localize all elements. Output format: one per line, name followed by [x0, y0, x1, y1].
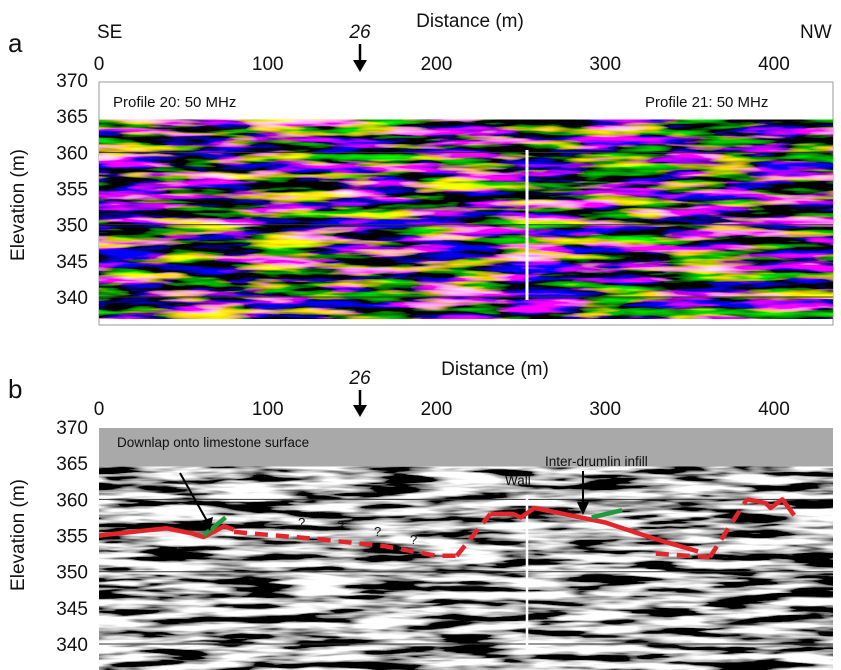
infill-arrow	[577, 471, 589, 515]
question-mark-2: ?	[337, 518, 344, 533]
interpretation-line-5	[707, 498, 749, 559]
panel-b-letter: b	[8, 374, 22, 404]
x-tick-label: 0	[94, 399, 105, 420]
interpretation-line-1	[233, 529, 457, 559]
x-tick-label: 300	[589, 54, 621, 75]
panel-a-radargram	[99, 119, 833, 319]
y-tick-label: 350	[56, 216, 88, 237]
panel-b-x-axis-title: Distance (m)	[441, 359, 549, 380]
downlap-annotation: Downlap onto limestone surface	[117, 435, 309, 450]
downlap-line-7	[202, 515, 227, 538]
interpretation-line-6	[746, 497, 796, 517]
panel-a-profile-21-label: Profile 21: 50 MHz	[645, 94, 768, 111]
y-tick-label: 345	[56, 252, 88, 273]
y-tick-label: 360	[56, 143, 88, 164]
panel-b-x-ticks: 0 100 200 300 400	[94, 399, 790, 420]
y-tick-label: 350	[56, 563, 88, 584]
interpretation-line-2	[454, 512, 493, 558]
x-tick-label: 0	[94, 54, 105, 75]
panel-b-marker-arrow	[353, 390, 367, 417]
interpretation-line-3	[490, 505, 699, 554]
panel-a-x-axis-title: Distance (m)	[416, 11, 524, 32]
x-tick-label: 400	[758, 54, 790, 75]
y-tick-label: 355	[56, 527, 88, 548]
panel-a-x-ticks: 0 100 200 300 400	[94, 54, 790, 75]
panel-b-marker-label: 26	[348, 368, 371, 389]
y-tick-label: 365	[56, 107, 88, 128]
panel-b: b Distance (m) 26 Elevation (m) 0 100 200 3…	[8, 359, 833, 670]
x-tick-label: 100	[252, 54, 284, 75]
panel-b-gridlines	[99, 498, 833, 645]
panel-b-y-axis-title: Elevation (m)	[8, 479, 29, 591]
y-tick-label: 340	[56, 635, 88, 656]
question-mark-1: ?	[298, 515, 305, 530]
y-tick-label: 340	[56, 288, 88, 309]
infill-annotation: Inter-drumlin infill	[545, 454, 648, 469]
panel-a-se-label: SE	[97, 22, 122, 43]
y-tick-label: 370	[56, 71, 88, 92]
panel-a-gridlines	[99, 151, 833, 298]
question-mark-3: ?	[374, 524, 381, 539]
panel-a-letter: a	[8, 28, 23, 58]
panel-a-y-ticks: 370 365 360 355 350 345 340	[56, 71, 88, 309]
panel-a-y-axis-title: Elevation (m)	[8, 149, 29, 261]
y-tick-label: 370	[56, 418, 88, 439]
wall-annotation: Wall	[505, 473, 531, 488]
panel-a-profile-20-label: Profile 20: 50 MHz	[113, 94, 236, 111]
panel-b-radargram	[99, 466, 833, 670]
panel-a-nw-label: NW	[800, 22, 832, 43]
y-tick-label: 365	[56, 454, 88, 475]
y-tick-label: 345	[56, 599, 88, 620]
question-mark-4: ?	[410, 532, 417, 547]
x-tick-label: 400	[758, 399, 790, 420]
panel-a-marker-label: 26	[348, 22, 371, 43]
panel-a-marker-arrow	[353, 44, 367, 72]
x-tick-label: 200	[421, 399, 453, 420]
x-tick-label: 100	[252, 399, 284, 420]
y-tick-label: 360	[56, 490, 88, 511]
interpretation-line-0	[99, 523, 235, 540]
downlap-arrow	[179, 472, 213, 531]
downlap-line-8	[591, 508, 623, 520]
x-tick-label: 300	[589, 399, 621, 420]
y-tick-label: 355	[56, 180, 88, 201]
interpretation-line-4	[655, 551, 710, 560]
panel-a: a SE NW Distance (m) 26 Elevation (m) 0 1…	[8, 11, 834, 326]
panel-b-interpretation	[99, 497, 796, 560]
x-tick-label: 200	[421, 54, 453, 75]
panel-b-y-ticks: 370 365 360 355 350 345 340	[56, 418, 88, 656]
